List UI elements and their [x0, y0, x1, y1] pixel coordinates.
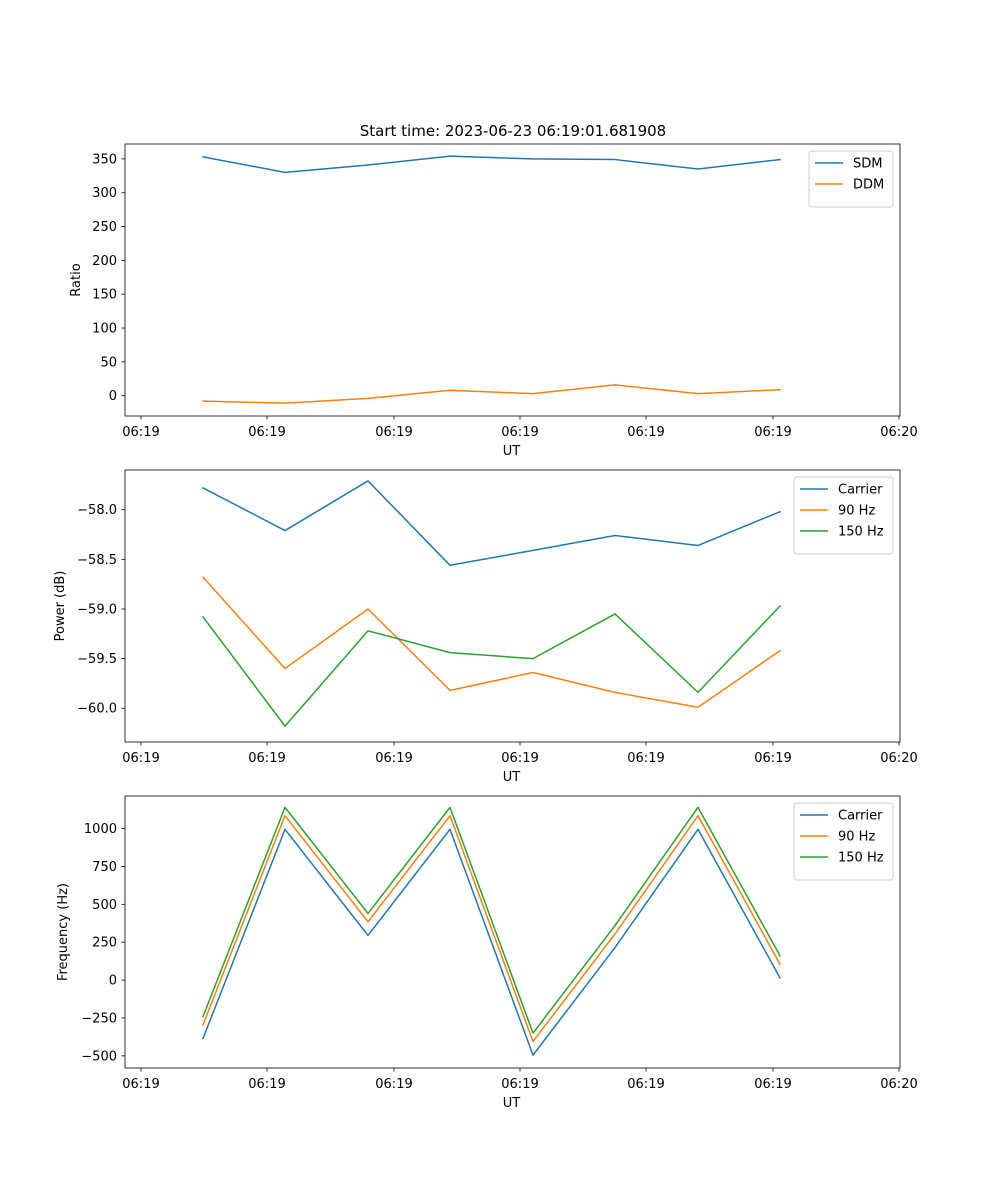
x-tick-label: 06:19: [248, 425, 285, 440]
y-tick-label: −59.5: [77, 652, 117, 667]
series-line-150-hz: [201, 604, 782, 727]
x-tick-label: 06:19: [627, 751, 664, 766]
x-tick-label: 06:19: [754, 751, 791, 766]
legend: Carrier 90 Hz 150 Hz: [793, 476, 894, 555]
y-tick-label: 0: [109, 389, 117, 404]
y-tick-label: 1000: [84, 822, 117, 837]
y-tick-label: 200: [92, 254, 117, 269]
legend-entry: 150 Hz: [838, 525, 884, 540]
y-tick-label: −59.0: [77, 602, 117, 617]
legend-entry: DDM: [853, 178, 884, 193]
axes-frame: [124, 795, 901, 1069]
series-line-ddm: [202, 384, 781, 404]
y-tick-label: 250: [92, 220, 117, 235]
x-tick-label: 06:20: [880, 1077, 917, 1092]
legend-entry: 90 Hz: [838, 830, 875, 845]
y-tick-label: −60.0: [77, 702, 117, 717]
x-axis-label: UT: [503, 770, 521, 785]
axes-frame: [124, 469, 901, 743]
legend-box: [793, 476, 894, 555]
series-line-90-hz: [201, 576, 782, 709]
series-line-150-hz: [202, 806, 782, 1034]
x-tick-label: 06:19: [375, 751, 412, 766]
y-tick-label: 350: [92, 152, 117, 167]
x-tick-label: 06:19: [754, 1077, 791, 1092]
y-tick-label: 250: [92, 936, 117, 951]
frequency-panel: 06:19 06:19 06:19 06:19 06:19 06:19 06:20 −500 −…: [56, 795, 918, 1111]
series-line-carrier: [202, 828, 782, 1056]
y-axis-label: Power (dB): [53, 571, 68, 642]
y-tick-label: 150: [92, 288, 117, 303]
y-tick-label: 50: [100, 355, 117, 370]
series-line-carrier: [201, 480, 781, 567]
x-tick-label: 06:19: [627, 425, 664, 440]
legend: Carrier 90 Hz 150 Hz: [793, 802, 894, 881]
y-tick-label: 750: [92, 860, 117, 875]
x-axis-label: UT: [503, 444, 521, 459]
series-line-sdm: [202, 155, 781, 174]
x-tick-label: 06:20: [880, 751, 917, 766]
x-tick-label: 06:19: [501, 1077, 538, 1092]
legend-entry: Carrier: [838, 809, 883, 824]
legend-entry: SDM: [853, 157, 882, 172]
x-tick-label: 06:19: [375, 1077, 412, 1092]
axes-frame: [124, 143, 901, 417]
x-tick-label: 06:19: [122, 751, 159, 766]
y-axis-label: Ratio: [69, 263, 84, 296]
legend-box: [808, 150, 894, 208]
legend-entry: 150 Hz: [838, 851, 884, 866]
x-tick-label: 06:19: [375, 425, 412, 440]
y-tick-label: −58.5: [77, 553, 117, 568]
legend-box: [793, 802, 894, 881]
y-tick-label: 100: [92, 322, 117, 337]
ratio-panel: 06:19 06:19 06:19 06:19 06:19 06:19 06:20 0 50 10…: [69, 143, 918, 459]
figure-title: Start time: 2023-06-23 06:19:01.681908: [360, 122, 666, 140]
legend: SDM DDM: [808, 150, 894, 208]
x-axis-label: UT: [503, 1096, 521, 1111]
legend-entry: Carrier: [838, 483, 883, 498]
x-tick-label: 06:19: [248, 751, 285, 766]
x-tick-label: 06:19: [122, 425, 159, 440]
y-axis-label: Frequency (Hz): [56, 883, 71, 981]
y-tick-label: 300: [92, 186, 117, 201]
x-tick-label: 06:19: [501, 751, 538, 766]
power-panel: 06:19 06:19 06:19 06:19 06:19 06:19 06:20 −60.0…: [53, 469, 918, 785]
y-tick-label: −58.0: [77, 503, 117, 518]
y-tick-label: −500: [81, 1049, 117, 1064]
x-tick-label: 06:19: [122, 1077, 159, 1092]
y-tick-label: −250: [81, 1011, 117, 1026]
x-tick-label: 06:19: [627, 1077, 664, 1092]
x-tick-label: 06:20: [880, 425, 917, 440]
series-line-90-hz: [202, 814, 782, 1043]
y-tick-label: 500: [92, 898, 117, 913]
x-tick-label: 06:19: [248, 1077, 285, 1092]
legend-entry: 90 Hz: [838, 504, 875, 519]
y-tick-label: 0: [109, 974, 117, 989]
x-tick-label: 06:19: [754, 425, 791, 440]
x-tick-label: 06:19: [501, 425, 538, 440]
